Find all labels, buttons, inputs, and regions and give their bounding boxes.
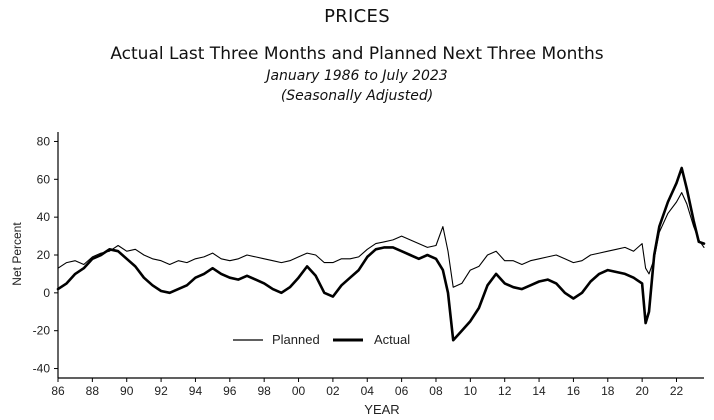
y-tick-label: -20 <box>33 324 51 338</box>
x-tick-label: 94 <box>189 384 203 398</box>
adjustment-note: (Seasonally Adjusted) <box>280 88 434 104</box>
y-axis-label: Net Percent <box>10 222 24 286</box>
x-tick-label: 20 <box>635 384 649 398</box>
x-tick-label: 12 <box>498 384 512 398</box>
x-tick-label: 86 <box>51 384 65 398</box>
x-tick-label: 18 <box>601 384 615 398</box>
x-tick-label: 22 <box>670 384 684 398</box>
x-tick-label: 16 <box>567 384 581 398</box>
date-range: January 1986 to July 2023 <box>266 68 448 84</box>
y-tick-label: 20 <box>37 248 51 262</box>
series-line-planned <box>57 192 705 288</box>
x-axis-label: YEAR <box>364 402 399 417</box>
legend: Planned Actual <box>233 332 410 347</box>
y-tick-label: 40 <box>37 210 51 224</box>
x-tick-label: 06 <box>395 384 409 398</box>
x-tick-label: 14 <box>532 384 546 398</box>
x-tick-label: 98 <box>257 384 271 398</box>
x-tick-label: 02 <box>326 384 340 398</box>
y-tick-label: -40 <box>33 362 51 376</box>
legend-label-planned: Planned <box>272 332 320 347</box>
x-tick-label: 04 <box>361 384 375 398</box>
x-tick-label: 00 <box>292 384 306 398</box>
chart-title: PRICES <box>324 6 390 27</box>
y-tick-label: 80 <box>37 134 51 148</box>
chart-subtitle: Actual Last Three Months and Planned Nex… <box>110 44 604 64</box>
series-line-actual <box>56 166 706 342</box>
x-tick-label: 92 <box>154 384 168 398</box>
x-tick-label: 88 <box>86 384 100 398</box>
x-tick-label: 08 <box>429 384 443 398</box>
x-tick-label: 10 <box>464 384 478 398</box>
y-tick-label: 0 <box>43 286 50 300</box>
x-tick-label: 96 <box>223 384 237 398</box>
x-tick-label: 90 <box>120 384 134 398</box>
y-tick-label: 60 <box>37 172 51 186</box>
legend-label-actual: Actual <box>374 332 410 347</box>
